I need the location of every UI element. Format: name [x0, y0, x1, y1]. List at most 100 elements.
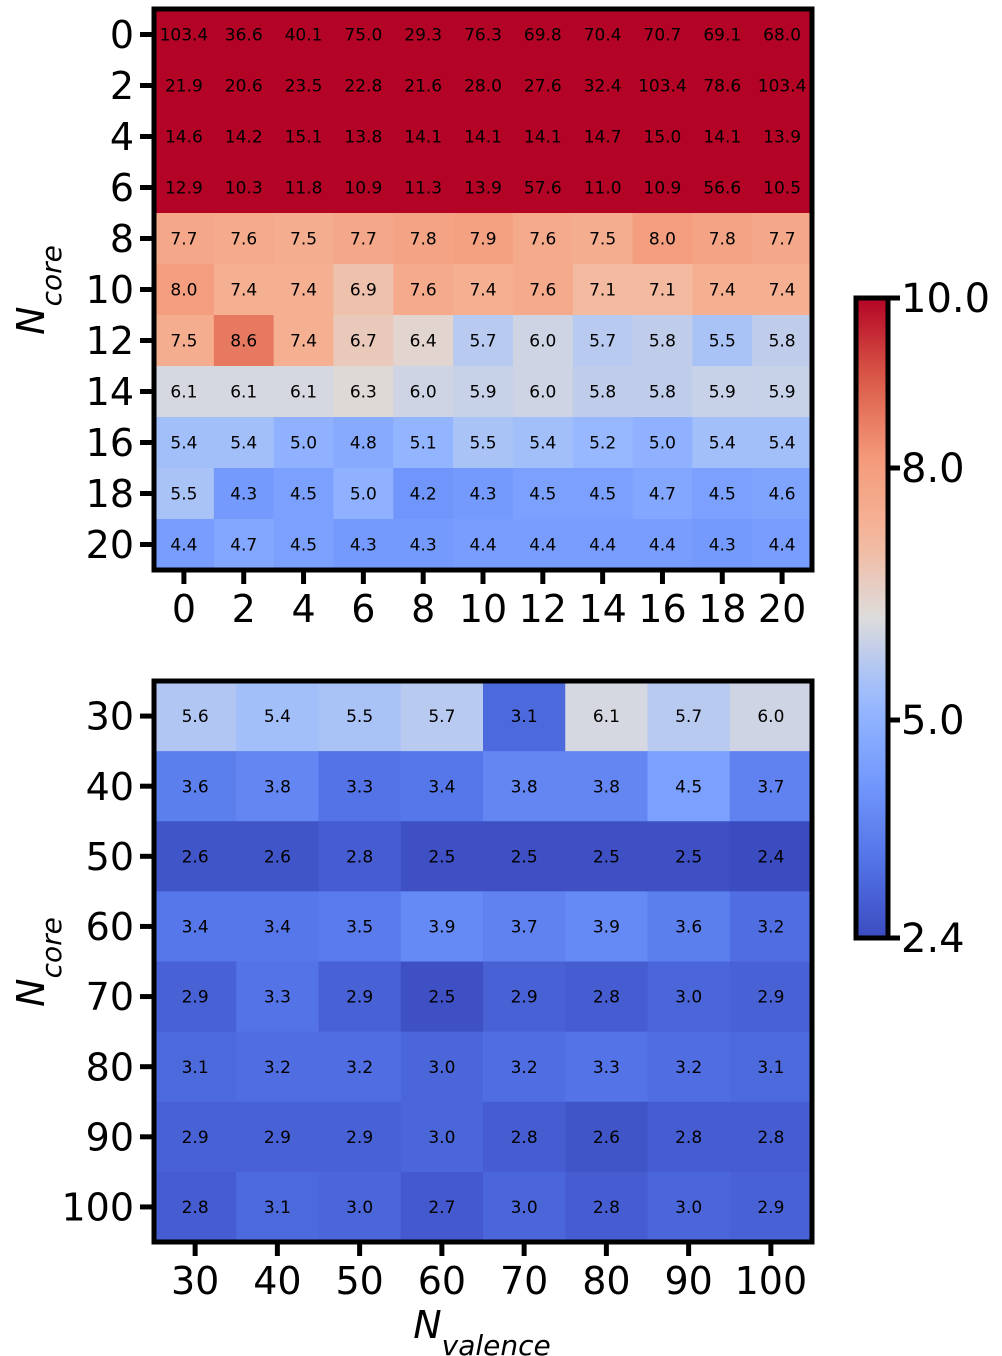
heatmap-cell [483, 751, 566, 822]
heatmap-cell [273, 417, 335, 469]
cell-value-label: 32.4 [584, 77, 622, 97]
cell-value-label: 3.1 [511, 707, 538, 727]
cell-value-label: 21.6 [404, 77, 442, 97]
heatmap-cell [632, 111, 693, 163]
x-tick-label: 80 [582, 1259, 630, 1303]
heatmap-cell [565, 821, 649, 892]
cell-value-label: 4.5 [589, 485, 616, 505]
heatmap-bottom-frame [151, 678, 815, 1245]
cell-value-label: 5.7 [589, 332, 616, 352]
heatmap-cell [154, 417, 215, 469]
heatmap-cell [333, 315, 394, 367]
heatmap-cell [752, 468, 813, 520]
x-tick-label: 16 [638, 587, 686, 631]
heatmap-cell [154, 111, 215, 163]
y-tick-label: 4 [110, 115, 134, 159]
heatmap-cell [647, 1101, 731, 1173]
cell-value-label: 4.3 [709, 536, 736, 556]
cell-value-label: 8.6 [230, 332, 257, 352]
heatmap-cell [393, 417, 454, 469]
cell-value-label: 6.1 [230, 383, 257, 403]
cell-value-label: 4.4 [589, 536, 616, 556]
cell-value-label: 3.8 [593, 777, 620, 797]
heatmap-cell [400, 681, 484, 752]
cell-value-label: 4.4 [769, 536, 796, 556]
cell-value-label: 3.3 [593, 1058, 620, 1078]
heatmap-cell [236, 821, 320, 892]
cell-value-label: 12.9 [165, 179, 203, 199]
cell-value-label: 3.5 [346, 918, 373, 938]
heatmap-cell [154, 9, 215, 61]
heatmap-cell [632, 60, 693, 112]
heatmap-cell [752, 519, 813, 571]
heatmap-cell [318, 891, 402, 963]
heatmap-cell [213, 417, 275, 469]
heatmap-cell [483, 681, 566, 752]
heatmap-cell [393, 315, 454, 367]
heatmap-cell [512, 60, 574, 112]
cell-value-label: 40.1 [285, 26, 323, 46]
cell-value-label: 70.7 [644, 26, 682, 46]
cell-value-label: 2.9 [757, 988, 784, 1008]
heatmap-cell [632, 315, 693, 367]
cell-value-label: 10.5 [763, 179, 801, 199]
heatmap-cell [483, 961, 566, 1033]
heatmap-cell [632, 264, 693, 316]
heatmap-cell [154, 1101, 237, 1173]
cell-value-label: 3.2 [264, 1058, 291, 1078]
heatmap-cell [453, 162, 514, 214]
heatmap-cell [572, 111, 634, 163]
heatmap-cell [400, 821, 484, 892]
cell-value-label: 8.0 [649, 230, 676, 250]
heatmap-cell [632, 9, 693, 61]
cell-value-label: 3.1 [264, 1198, 291, 1218]
cell-value-label: 5.4 [529, 434, 556, 454]
cell-value-label: 36.6 [225, 26, 263, 46]
heatmap-cell [333, 366, 394, 418]
cell-value-label: 14.2 [225, 128, 263, 148]
heatmap-cell [333, 519, 394, 571]
heatmap-cell [453, 264, 514, 316]
cell-value-label: 14.6 [165, 128, 203, 148]
colorbar-tick-label: 5.0 [901, 698, 965, 744]
heatmap-cell [154, 1031, 237, 1103]
heatmap-cell [512, 111, 574, 163]
cell-value-label: 3.4 [182, 918, 209, 938]
heatmap-cell [318, 1031, 402, 1103]
cell-value-label: 4.4 [469, 536, 496, 556]
y-tick-label: 12 [86, 319, 134, 363]
x-tick-label: 14 [578, 587, 626, 631]
cell-value-label: 10.3 [225, 179, 263, 199]
heatmap-cell [632, 519, 693, 571]
cell-value-label: 3.2 [511, 1058, 538, 1078]
heatmap-cell [647, 821, 731, 892]
x-tick-label: 50 [335, 1259, 383, 1303]
bottom-y-axis-title: Ncore [9, 917, 68, 1007]
heatmap-cell [752, 417, 813, 469]
heatmap-cell [632, 366, 693, 418]
x-tick-label: 30 [171, 1259, 219, 1303]
colorbar: 10.0 8.0 5.0 2.4 [853, 276, 990, 962]
cell-value-label: 22.8 [344, 77, 382, 97]
cell-value-label: 2.8 [757, 1128, 784, 1148]
cell-value-label: 2.6 [264, 847, 291, 867]
top-y-axis-title: Ncore [9, 245, 68, 335]
heatmap-cell [647, 1171, 731, 1243]
heatmap-cell [565, 681, 649, 752]
heatmap-cell [512, 366, 574, 418]
cell-value-label: 6.0 [529, 383, 556, 403]
cell-value-label: 7.4 [769, 281, 796, 301]
heatmap-cell [213, 315, 275, 367]
cell-value-label: 4.3 [230, 485, 257, 505]
y-tick-label: 90 [86, 1115, 134, 1159]
cell-value-label: 15.1 [285, 128, 323, 148]
heatmap-cell [393, 366, 454, 418]
y-tick-label: 6 [110, 166, 134, 210]
heatmap-cell [572, 468, 634, 520]
cell-value-label: 5.9 [769, 383, 796, 403]
cell-value-label: 7.5 [290, 230, 317, 250]
heatmap-cell [393, 9, 454, 61]
cell-value-label: 3.3 [264, 988, 291, 1008]
heatmap-cell [154, 162, 215, 214]
cell-value-label: 5.0 [290, 434, 317, 454]
